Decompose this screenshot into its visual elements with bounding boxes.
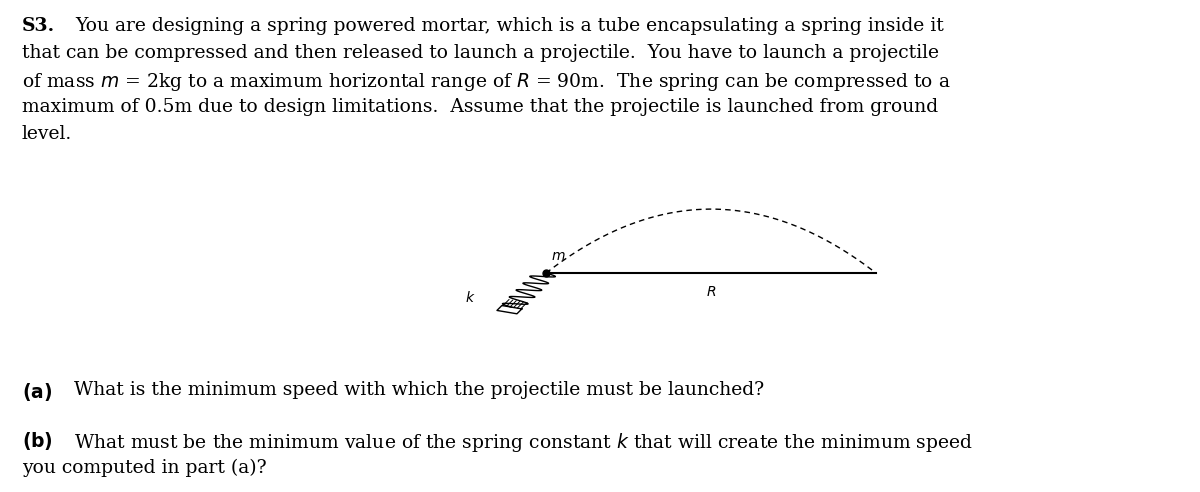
Text: S3.: S3. [22,17,55,35]
Text: of mass $m$ = 2kg to a maximum horizontal range of $R$ = 90m.  The spring can be: of mass $m$ = 2kg to a maximum horizonta… [22,71,950,93]
Text: You are designing a spring powered mortar, which is a tube encapsulating a sprin: You are designing a spring powered morta… [76,17,944,35]
Text: $k$: $k$ [466,290,476,305]
Text: $\mathbf{(b)}$: $\mathbf{(b)}$ [22,430,53,453]
Text: $\mathbf{(a)}$: $\mathbf{(a)}$ [22,381,52,403]
Text: you computed in part (a)?: you computed in part (a)? [22,459,266,477]
Text: What is the minimum speed with which the projectile must be launched?: What is the minimum speed with which the… [74,381,764,400]
Text: maximum of 0.5m due to design limitations.  Assume that the projectile is launch: maximum of 0.5m due to design limitation… [22,98,937,117]
Text: that can be compressed and then released to launch a projectile.  You have to la: that can be compressed and then released… [22,44,938,62]
Text: $m$: $m$ [551,249,565,263]
Text: level.: level. [22,125,72,144]
Text: What must be the minimum value of the spring constant $k$ that will create the m: What must be the minimum value of the sp… [74,430,973,454]
Text: $R$: $R$ [706,285,716,299]
